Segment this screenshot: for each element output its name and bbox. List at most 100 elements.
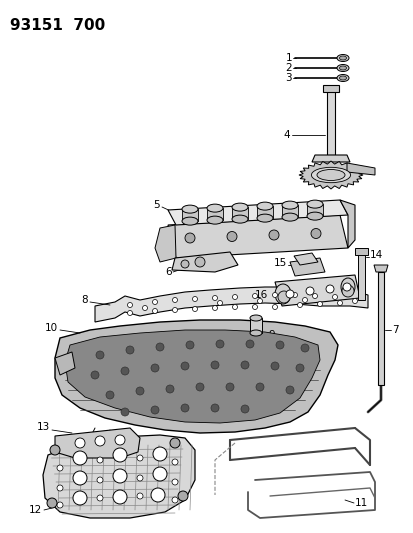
Circle shape — [317, 302, 322, 306]
Polygon shape — [373, 265, 387, 272]
Ellipse shape — [182, 217, 197, 225]
Circle shape — [295, 364, 303, 372]
Circle shape — [268, 230, 278, 240]
Circle shape — [185, 341, 194, 349]
Circle shape — [240, 361, 248, 369]
Polygon shape — [168, 215, 347, 258]
Circle shape — [252, 304, 257, 310]
Polygon shape — [339, 200, 354, 248]
Polygon shape — [231, 207, 247, 219]
Circle shape — [137, 475, 142, 481]
Circle shape — [180, 404, 189, 412]
Circle shape — [97, 457, 103, 463]
Ellipse shape — [339, 56, 346, 60]
Text: 3: 3 — [285, 73, 291, 83]
Circle shape — [47, 498, 57, 508]
Polygon shape — [354, 248, 367, 255]
Ellipse shape — [281, 213, 297, 221]
Circle shape — [297, 303, 302, 308]
Circle shape — [271, 362, 278, 370]
Circle shape — [115, 435, 125, 445]
Polygon shape — [274, 275, 359, 306]
Ellipse shape — [306, 200, 322, 208]
Circle shape — [50, 445, 60, 455]
Polygon shape — [357, 252, 364, 300]
Circle shape — [95, 436, 105, 446]
Text: 9: 9 — [267, 330, 274, 340]
Circle shape — [240, 405, 248, 413]
Ellipse shape — [249, 315, 261, 321]
Text: 7: 7 — [391, 325, 398, 335]
Circle shape — [171, 479, 178, 485]
Circle shape — [127, 303, 132, 308]
Circle shape — [257, 298, 262, 303]
Circle shape — [75, 438, 85, 448]
Circle shape — [166, 385, 173, 393]
Circle shape — [126, 346, 134, 354]
Circle shape — [57, 465, 63, 471]
Text: 4: 4 — [282, 130, 289, 140]
Circle shape — [121, 367, 129, 375]
Ellipse shape — [306, 212, 322, 220]
Polygon shape — [311, 155, 349, 162]
Circle shape — [137, 493, 142, 499]
Circle shape — [153, 447, 166, 461]
Ellipse shape — [256, 202, 272, 210]
Circle shape — [137, 455, 142, 461]
Ellipse shape — [336, 75, 348, 82]
Circle shape — [252, 294, 257, 298]
Circle shape — [342, 283, 350, 291]
Circle shape — [73, 451, 87, 465]
Circle shape — [153, 467, 166, 481]
Polygon shape — [182, 209, 197, 221]
Text: 93151  700: 93151 700 — [10, 18, 105, 33]
Polygon shape — [43, 435, 195, 518]
Circle shape — [113, 448, 127, 462]
Polygon shape — [289, 258, 324, 276]
Polygon shape — [346, 163, 374, 175]
Ellipse shape — [281, 201, 297, 209]
Circle shape — [226, 231, 236, 241]
Circle shape — [302, 297, 307, 303]
Circle shape — [310, 229, 320, 238]
Ellipse shape — [340, 278, 354, 296]
Circle shape — [305, 287, 313, 295]
Circle shape — [285, 290, 293, 298]
Polygon shape — [95, 287, 367, 322]
Polygon shape — [326, 88, 334, 155]
Polygon shape — [171, 252, 237, 272]
Polygon shape — [206, 208, 223, 220]
Text: 16: 16 — [254, 290, 267, 300]
Circle shape — [113, 490, 127, 504]
Text: 12: 12 — [28, 505, 42, 515]
Circle shape — [192, 296, 197, 302]
Circle shape — [292, 293, 297, 297]
Ellipse shape — [311, 167, 350, 183]
Circle shape — [255, 383, 263, 391]
Circle shape — [96, 351, 104, 359]
Circle shape — [285, 386, 293, 394]
Polygon shape — [168, 200, 347, 225]
Circle shape — [156, 343, 164, 351]
Circle shape — [152, 300, 157, 304]
Circle shape — [172, 297, 177, 303]
Ellipse shape — [336, 64, 348, 71]
Circle shape — [178, 491, 188, 501]
Polygon shape — [298, 161, 362, 189]
Ellipse shape — [231, 203, 247, 211]
Circle shape — [341, 285, 353, 297]
Text: 13: 13 — [37, 422, 50, 432]
Ellipse shape — [316, 169, 344, 181]
Circle shape — [195, 257, 204, 267]
Text: 10: 10 — [45, 323, 58, 333]
Circle shape — [97, 477, 103, 483]
Circle shape — [325, 285, 333, 293]
Ellipse shape — [249, 330, 261, 336]
Polygon shape — [55, 320, 337, 433]
Circle shape — [57, 485, 63, 491]
Polygon shape — [306, 204, 322, 216]
Circle shape — [312, 294, 317, 298]
Circle shape — [192, 306, 197, 311]
Polygon shape — [154, 225, 176, 262]
Polygon shape — [249, 318, 261, 333]
